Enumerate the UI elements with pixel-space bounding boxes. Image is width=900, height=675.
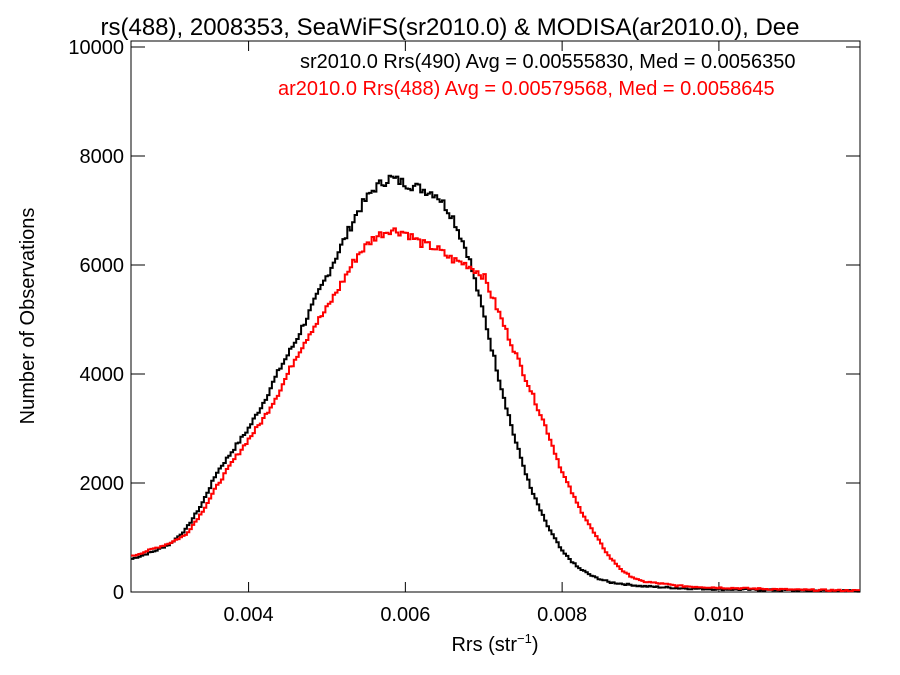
series-line-ar2010	[131, 227, 860, 593]
plot-frame	[130, 40, 861, 593]
x-axis: 0.004 0.006 0.008 0.010	[224, 41, 744, 626]
x-axis-label: Rrs (str−1)	[451, 631, 538, 656]
y-tick-label: 2000	[80, 473, 125, 495]
y-axis: 0 2000 4000 6000 8000 10000	[68, 37, 860, 604]
y-tick-label: 6000	[80, 255, 125, 277]
legend-entry-ar2010: ar2010.0 Rrs(488) Avg = 0.00579568, Med …	[278, 78, 775, 100]
x-tick-label: 0.006	[380, 604, 430, 626]
y-tick-label: 10000	[68, 37, 124, 59]
series-line-sr2010	[131, 174, 860, 593]
chart-title: rs(488), 2008353, SeaWiFS(sr2010.0) & MO…	[101, 14, 800, 41]
series-layer	[131, 174, 860, 593]
x-tick-label: 0.008	[537, 604, 587, 626]
legend-entry-sr2010: sr2010.0 Rrs(490) Avg = 0.00555830, Med …	[300, 51, 796, 73]
y-tick-label: 4000	[80, 364, 125, 386]
y-axis-label: Number of Observations	[17, 208, 39, 425]
y-tick-label: 8000	[80, 146, 125, 168]
y-tick-label: 0	[113, 582, 124, 604]
x-tick-label: 0.004	[224, 604, 274, 626]
x-tick-label: 0.010	[694, 604, 744, 626]
